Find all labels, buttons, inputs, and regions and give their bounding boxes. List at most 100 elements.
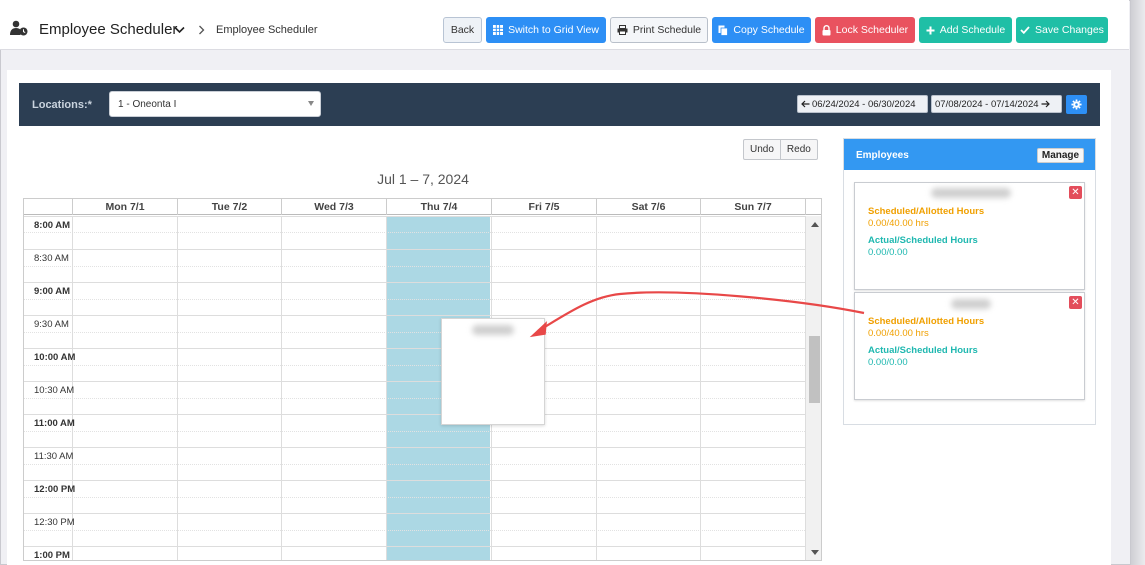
calendar-header: Mon 7/1 Tue 7/2 Wed 7/3 Thu 7/4 Fri 7/5 … xyxy=(24,199,821,215)
quarter-line xyxy=(24,266,805,267)
quarter-line xyxy=(24,398,805,399)
column-line xyxy=(72,216,73,560)
settings-button[interactable] xyxy=(1066,95,1087,114)
undo-redo-group: Undo Redo xyxy=(743,139,818,160)
quarter-line xyxy=(24,365,805,366)
location-select-value: 1 - Oneonta I xyxy=(118,99,177,110)
user-clock-icon xyxy=(10,20,28,36)
hour-line xyxy=(24,282,805,283)
scroll-down-icon[interactable] xyxy=(811,550,819,555)
day-header-wed[interactable]: Wed 7/3 xyxy=(281,199,386,215)
hour-line xyxy=(24,216,805,217)
copy-icon xyxy=(718,25,729,36)
scroll-thumb[interactable] xyxy=(809,336,820,403)
copy-schedule-button[interactable]: Copy Schedule xyxy=(712,17,811,43)
prev-week-label: 06/24/2024 - 06/30/2024 xyxy=(812,98,916,110)
calendar-title: Jul 1 – 7, 2024 xyxy=(377,171,469,187)
quarter-line xyxy=(24,497,805,498)
lock-scheduler-button[interactable]: Lock Scheduler xyxy=(815,17,915,43)
print-schedule-button[interactable]: Print Schedule xyxy=(610,17,708,43)
remove-employee-icon[interactable]: ✕ xyxy=(1069,296,1082,309)
scheduled-allotted-value: 0.00/40.00 hrs xyxy=(868,328,929,339)
half-hour-line xyxy=(24,381,805,382)
employee-card[interactable]: ✕ Scheduled/Allotted Hours 0.00/40.00 hr… xyxy=(854,292,1085,400)
arrow-left-icon xyxy=(801,100,810,108)
time-label: 10:00 AM xyxy=(34,352,76,363)
column-line xyxy=(596,216,597,560)
actual-scheduled-label: Actual/Scheduled Hours xyxy=(868,345,978,356)
gear-icon xyxy=(1071,99,1082,110)
lock-icon xyxy=(822,24,831,35)
actual-scheduled-value: 0.00/0.00 xyxy=(868,357,908,368)
scheduled-allotted-label: Scheduled/Allotted Hours xyxy=(868,316,985,327)
dragged-employee-card[interactable] xyxy=(441,318,545,425)
header-spacer xyxy=(805,199,821,215)
remove-employee-icon[interactable]: ✕ xyxy=(1069,186,1082,199)
back-label: Back xyxy=(450,24,475,36)
check-icon xyxy=(1020,26,1030,34)
half-hour-line xyxy=(24,315,805,316)
location-bar: Locations:* 1 - Oneonta I 06/24/2024 - 0… xyxy=(19,83,1100,126)
scheduled-allotted-label: Scheduled/Allotted Hours xyxy=(868,206,985,217)
column-line xyxy=(386,216,387,560)
back-button[interactable]: Back xyxy=(443,17,482,43)
blurred-employee-name xyxy=(931,188,1011,198)
scroll-up-icon[interactable] xyxy=(811,222,819,227)
blurred-employee-name xyxy=(472,325,514,335)
hour-line xyxy=(24,546,805,547)
employee-card[interactable]: ✕ Scheduled/Allotted Hours 0.00/40.00 hr… xyxy=(854,182,1085,290)
add-schedule-button[interactable]: Add Schedule xyxy=(919,17,1012,43)
print-schedule-label: Print Schedule xyxy=(632,24,702,36)
half-hour-line xyxy=(24,249,805,250)
half-hour-line xyxy=(24,513,805,514)
arrow-right-icon xyxy=(1041,100,1050,108)
plus-icon xyxy=(926,26,935,34)
lock-scheduler-label: Lock Scheduler xyxy=(835,24,909,36)
day-header-thu[interactable]: Thu 7/4 xyxy=(386,199,491,215)
employees-header: Employees Manage xyxy=(844,139,1095,170)
time-label: 11:00 AM xyxy=(34,418,75,429)
save-changes-label: Save Changes xyxy=(1035,24,1104,36)
switch-grid-view-button[interactable]: Switch to Grid View xyxy=(486,17,606,43)
calendar-grid[interactable]: 8:00 AM 8:30 AM 9:00 AM 9:30 AM 10:00 AM… xyxy=(24,216,805,561)
undo-button[interactable]: Undo xyxy=(750,144,774,155)
employees-title: Employees xyxy=(856,150,909,161)
breadcrumb[interactable]: Employee Scheduler xyxy=(216,24,318,36)
time-label: 11:30 AM xyxy=(34,451,74,462)
manage-button[interactable]: Manage xyxy=(1037,148,1084,163)
switch-grid-view-label: Switch to Grid View xyxy=(508,24,599,36)
page-title: Employee Scheduler xyxy=(39,21,178,38)
quarter-line xyxy=(24,299,805,300)
locations-label: Locations:* xyxy=(32,99,92,111)
redo-button[interactable]: Redo xyxy=(779,140,817,159)
window-shadow xyxy=(1131,0,1145,565)
day-header-tue[interactable]: Tue 7/2 xyxy=(177,199,281,215)
column-line xyxy=(177,216,178,560)
day-header-fri[interactable]: Fri 7/5 xyxy=(491,199,596,215)
next-week-button[interactable]: 07/08/2024 - 07/14/2024 xyxy=(931,95,1062,113)
prev-week-button[interactable]: 06/24/2024 - 06/30/2024 xyxy=(797,95,928,113)
chevron-down-icon[interactable] xyxy=(174,26,185,34)
time-label: 9:00 AM xyxy=(34,286,71,297)
quarter-line xyxy=(24,431,805,432)
day-header-mon[interactable]: Mon 7/1 xyxy=(72,199,177,215)
day-header-sat[interactable]: Sat 7/6 xyxy=(596,199,700,215)
actual-scheduled-value: 0.00/0.00 xyxy=(868,247,908,258)
quarter-line xyxy=(24,332,805,333)
day-header-sun[interactable]: Sun 7/7 xyxy=(700,199,805,215)
print-icon xyxy=(617,25,628,35)
location-select[interactable]: 1 - Oneonta I xyxy=(109,91,321,117)
time-label: 10:30 AM xyxy=(34,385,75,396)
hour-line xyxy=(24,480,805,481)
quarter-line xyxy=(24,530,805,531)
week-calendar: Mon 7/1 Tue 7/2 Wed 7/3 Thu 7/4 Fri 7/5 … xyxy=(23,198,822,561)
calendar-scrollbar[interactable] xyxy=(805,216,821,560)
quarter-line xyxy=(24,232,805,233)
time-label: 12:30 PM xyxy=(34,517,75,528)
column-line xyxy=(281,216,282,560)
next-week-label: 07/08/2024 - 07/14/2024 xyxy=(935,98,1039,110)
time-label: 1:00 PM xyxy=(34,550,70,561)
save-changes-button[interactable]: Save Changes xyxy=(1016,17,1108,43)
grid-icon xyxy=(493,25,504,35)
time-label: 8:30 AM xyxy=(34,253,69,264)
